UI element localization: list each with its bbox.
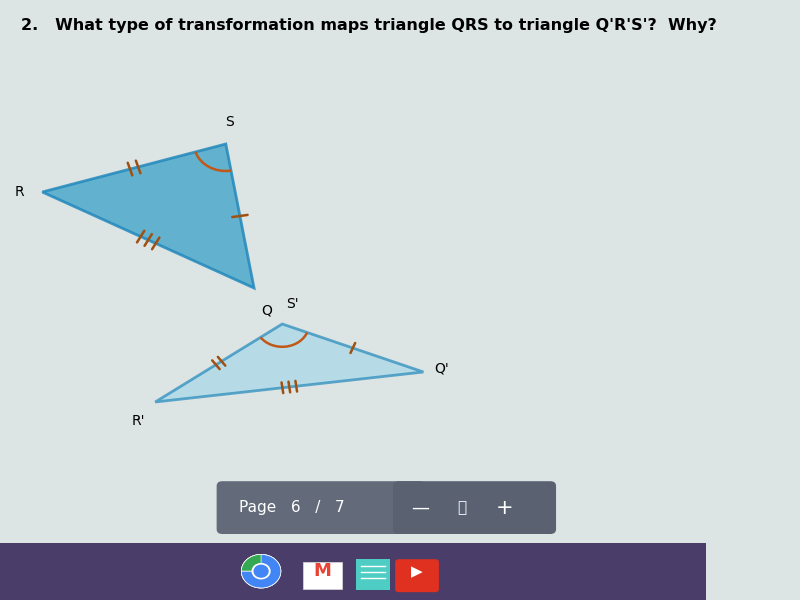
Wedge shape bbox=[242, 554, 281, 588]
Text: —: — bbox=[411, 499, 429, 517]
Text: ▶: ▶ bbox=[411, 564, 423, 578]
FancyBboxPatch shape bbox=[393, 481, 556, 534]
FancyBboxPatch shape bbox=[217, 481, 426, 534]
Text: S: S bbox=[225, 115, 234, 129]
Wedge shape bbox=[242, 554, 281, 588]
Text: 🔍: 🔍 bbox=[458, 500, 466, 515]
FancyBboxPatch shape bbox=[395, 559, 439, 592]
Text: +: + bbox=[496, 497, 514, 518]
Wedge shape bbox=[242, 554, 281, 588]
Text: Page   6   /   7: Page 6 / 7 bbox=[239, 500, 345, 515]
Polygon shape bbox=[42, 144, 254, 288]
FancyBboxPatch shape bbox=[303, 562, 342, 589]
Bar bbox=[0, 543, 706, 600]
Circle shape bbox=[254, 565, 268, 577]
Wedge shape bbox=[242, 554, 281, 588]
Text: R: R bbox=[15, 185, 25, 199]
Circle shape bbox=[252, 563, 270, 579]
FancyBboxPatch shape bbox=[356, 559, 390, 590]
Polygon shape bbox=[155, 324, 423, 402]
Text: M: M bbox=[314, 562, 331, 580]
Text: Q': Q' bbox=[434, 362, 449, 376]
Text: R': R' bbox=[131, 414, 145, 428]
Text: S': S' bbox=[286, 297, 298, 311]
Text: Q: Q bbox=[261, 303, 272, 317]
Text: 2.   What type of transformation maps triangle QRS to triangle Q'R'S'?  Why?: 2. What type of transformation maps tria… bbox=[21, 18, 717, 33]
